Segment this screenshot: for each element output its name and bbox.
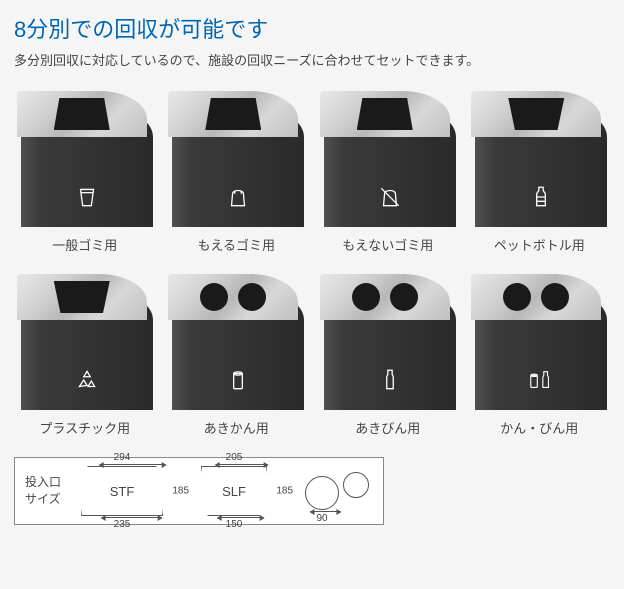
opening-circles-icon [200, 283, 266, 311]
circle-small [343, 472, 369, 498]
circle-large [305, 476, 339, 510]
bin-image [168, 266, 304, 410]
bin-type-icon [521, 177, 561, 217]
bin-image [471, 83, 607, 227]
shape-slf: 205 SLF 185 150 [201, 466, 267, 516]
opening-trap-icon [54, 98, 110, 130]
opening-trap-inv-icon [508, 98, 564, 130]
opening-circles-icon [352, 283, 418, 311]
bin-grid: 一般ゴミ用 もえるゴミ用 もえないゴミ用 ペットボトル用プラスチック用 あきかん用 あきび… [14, 83, 610, 437]
bin-item: かん・びん用 [469, 266, 611, 437]
bin-lid [320, 91, 450, 137]
bin-lid [168, 274, 298, 320]
bin-item: ペットボトル用 [469, 83, 611, 254]
bin-caption: もえないゴミ用 [342, 235, 433, 254]
slot-label-l2: サイズ [25, 492, 61, 506]
bin-lid [320, 274, 450, 320]
slot-label-l1: 投入口 [25, 475, 61, 489]
slot-label: 投入口 サイズ [15, 474, 71, 508]
bin-type-icon [218, 360, 258, 400]
bin-lid [17, 274, 147, 320]
page-subtitle: 多分別回収に対応しているので、施設の回収ニーズに合わせてセットできます。 [14, 50, 610, 69]
bin-type-icon [370, 177, 410, 217]
opening-trap-icon [357, 98, 413, 130]
dim-h: 185 [172, 486, 189, 497]
bin-image [168, 83, 304, 227]
page-title: 8分別での回収が可能です [14, 12, 610, 44]
dim-bot2: 150 [226, 519, 243, 530]
bin-image [17, 266, 153, 410]
bin-type-icon [67, 177, 107, 217]
trap-stf: STF [81, 466, 163, 516]
bin-type-icon [521, 360, 561, 400]
bin-lid [17, 91, 147, 137]
trap-slf: SLF [201, 466, 267, 516]
opening-trap-icon [205, 98, 261, 130]
bin-lid [168, 91, 298, 137]
circle-shapes: 90 [305, 472, 369, 510]
slot-size-diagram: 投入口 サイズ 294 STF 185 235 205 SLF 185 150 [14, 457, 384, 525]
bin-caption: あきかん用 [204, 418, 269, 437]
bin-image [471, 266, 607, 410]
dim-bot: 235 [114, 519, 131, 530]
dim-h2: 185 [276, 486, 293, 497]
bin-item: もえないゴミ用 [317, 83, 459, 254]
bin-item: プラスチック用 [14, 266, 156, 437]
bin-item: あきかん用 [166, 266, 308, 437]
bin-caption: プラスチック用 [39, 418, 130, 437]
bin-item: あきびん用 [317, 266, 459, 437]
bin-image [17, 83, 153, 227]
shape-stf: 294 STF 185 235 [81, 466, 163, 516]
bin-type-icon [67, 360, 107, 400]
opening-trap-inv-icon [54, 281, 110, 313]
opening-circles-icon [503, 283, 569, 311]
bin-item: もえるゴミ用 [166, 83, 308, 254]
bin-type-icon [370, 360, 410, 400]
bin-image [320, 266, 456, 410]
bin-caption: あきびん用 [355, 418, 420, 437]
dim-top: 294 [114, 452, 131, 463]
circle-dim: 90 [316, 513, 327, 524]
bin-lid [471, 91, 601, 137]
bin-lid [471, 274, 601, 320]
bin-caption: かん・びん用 [500, 418, 578, 437]
dim-top2: 205 [226, 452, 243, 463]
bin-type-icon [218, 177, 258, 217]
bin-caption: 一般ゴミ用 [52, 235, 117, 254]
bin-caption: ペットボトル用 [494, 235, 585, 254]
bin-image [320, 83, 456, 227]
bin-caption: もえるゴミ用 [197, 235, 275, 254]
bin-item: 一般ゴミ用 [14, 83, 156, 254]
